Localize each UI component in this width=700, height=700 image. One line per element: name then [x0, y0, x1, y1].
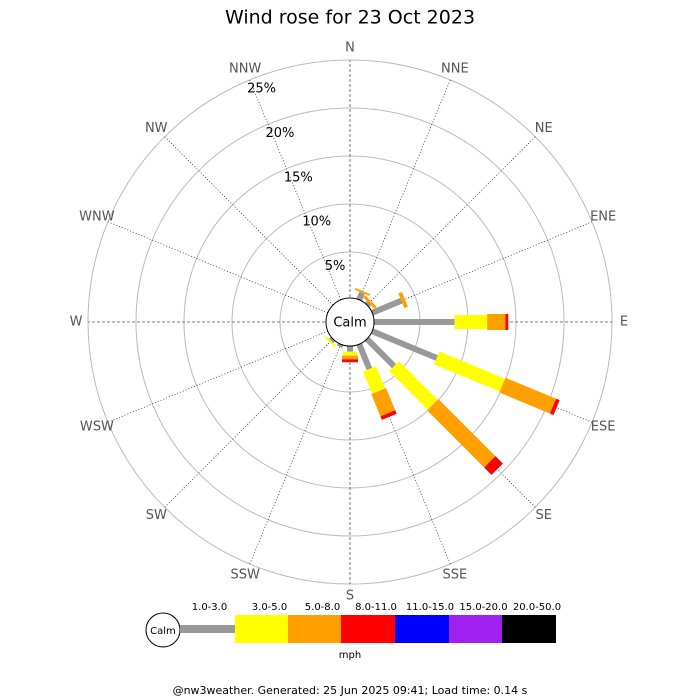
direction-label: NW: [145, 121, 168, 136]
direction-label: SSE: [442, 568, 467, 583]
legend-label: 15.0-20.0: [459, 602, 507, 613]
wind-segment: [354, 287, 371, 296]
footer: @nw3weather. Generated: 25 Jun 2025 09:4…: [173, 684, 528, 697]
legend-swatch: [288, 615, 341, 643]
wind-segment: [549, 398, 560, 415]
direction-label: SW: [146, 508, 167, 523]
legend-swatch: [502, 615, 556, 643]
wind-segment: [371, 388, 396, 417]
direction-label: ESE: [591, 419, 616, 434]
direction-label: WSW: [80, 419, 114, 434]
legend-swatch: [341, 615, 395, 643]
spoke: [107, 321, 351, 423]
wind-segment: [362, 366, 386, 394]
spoke: [164, 321, 351, 508]
wind-segment: [484, 456, 503, 475]
direction-label: N: [345, 41, 355, 56]
spoke: [107, 221, 351, 323]
direction-label: NE: [535, 121, 553, 136]
legend-label: 20.0-50.0: [513, 602, 561, 613]
spoke: [249, 79, 351, 323]
direction-label: NNE: [441, 61, 469, 76]
calm-circle: [325, 297, 375, 347]
legend-calm-label: Calm: [150, 626, 176, 637]
direction-label: S: [346, 589, 354, 604]
wind-segment: [369, 327, 438, 361]
ring-label: 10%: [302, 215, 331, 230]
wind-segment: [380, 410, 397, 420]
direction-label: SE: [536, 508, 552, 523]
legend-label: 8.0-11.0: [355, 602, 397, 613]
wind-segment: [434, 351, 506, 392]
direction-label: NNW: [229, 61, 261, 76]
direction-label: WNW: [79, 210, 115, 225]
calm-label: Calm: [333, 316, 366, 331]
unit-label: mph: [339, 650, 361, 661]
wind-segment: [389, 361, 438, 410]
legend-swatch: [235, 615, 288, 643]
wind-segment: [363, 335, 397, 369]
wind-segment: [427, 399, 496, 468]
legend-label: 1.0-3.0: [192, 602, 227, 613]
direction-label: ENE: [590, 210, 616, 225]
direction-label: W: [70, 315, 83, 330]
legend-swatch: [449, 615, 502, 643]
ring-label: 20%: [265, 126, 294, 141]
legend: Calm mph 1.0-3.0 3.0-5.0 5.0-8.0 8.0-11.0 11…: [145, 602, 561, 661]
ring-label: 5%: [325, 259, 346, 274]
spoke: [249, 321, 351, 565]
wind-segment: [499, 377, 557, 414]
wind-segment: [363, 295, 377, 309]
ring-label: 25%: [247, 82, 276, 97]
wind-segment: [324, 336, 336, 348]
bars: [324, 287, 560, 475]
spoke: [349, 79, 451, 323]
legend-label: 11.0-15.0: [406, 602, 454, 613]
direction-label: SSW: [230, 568, 260, 583]
ring-label: 15%: [284, 170, 313, 185]
legend-swatch: [395, 615, 449, 643]
wind-segment: [355, 341, 373, 371]
chart-title: Wind rose for 23 Oct 2023: [225, 7, 475, 29]
grid-ring: [135, 107, 565, 537]
legend-swatch: [180, 625, 235, 633]
direction-label: E: [620, 315, 628, 330]
wind-segment: [398, 291, 408, 309]
legend-label: 5.0-8.0: [305, 602, 340, 613]
legend-label: 3.0-5.0: [252, 602, 287, 613]
spoke: [349, 136, 536, 323]
wind-segment: [369, 297, 403, 317]
